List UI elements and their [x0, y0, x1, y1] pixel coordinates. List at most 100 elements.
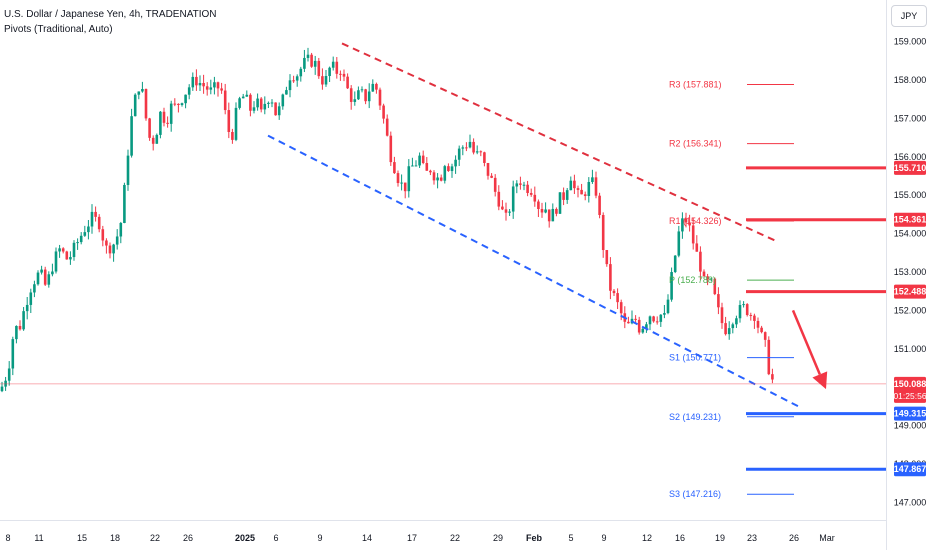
- candle: [198, 75, 202, 92]
- x-tick-label: 11: [34, 533, 43, 543]
- candle: [342, 69, 346, 82]
- candle: [310, 52, 313, 68]
- pivot-label: R2 (156.341): [669, 139, 722, 149]
- candle: [396, 170, 400, 187]
- candle: [148, 117, 151, 141]
- candle: [76, 238, 79, 250]
- candle: [594, 171, 598, 199]
- candle: [425, 157, 429, 171]
- candle: [378, 87, 382, 110]
- candle: [65, 250, 69, 260]
- candle: [375, 82, 378, 94]
- candle: [429, 169, 432, 176]
- candle: [54, 247, 58, 274]
- candle: [418, 152, 421, 168]
- candle: [634, 315, 637, 324]
- candle: [724, 316, 727, 336]
- candle: [601, 212, 605, 258]
- candle: [457, 145, 461, 166]
- candle: [565, 188, 569, 204]
- y-tick-label: 151.000: [894, 344, 927, 354]
- candle: [101, 225, 105, 247]
- candle: [317, 57, 321, 79]
- candle: [51, 263, 54, 277]
- candle: [277, 102, 281, 120]
- y-tick-label: 149.000: [894, 421, 927, 431]
- candle: [105, 238, 108, 254]
- candle: [191, 72, 195, 91]
- candle: [569, 176, 573, 191]
- candle: [598, 192, 601, 219]
- candle: [252, 101, 256, 114]
- candle: [555, 207, 558, 217]
- candle: [439, 174, 443, 182]
- candle: [450, 163, 454, 178]
- candle: [79, 232, 83, 245]
- candle: [123, 182, 126, 224]
- pivot-label: S1 (150.771): [669, 353, 721, 363]
- candle: [465, 142, 468, 152]
- candle: [720, 302, 724, 329]
- candle: [29, 288, 33, 314]
- pivot-level: R2 (156.341): [669, 139, 794, 149]
- candle: [130, 108, 133, 158]
- candle: [475, 145, 479, 155]
- candle: [256, 93, 259, 111]
- candle: [112, 243, 115, 262]
- candle: [483, 151, 486, 167]
- pivot-label: R1 (154.326): [669, 216, 722, 226]
- price-badges-layer: 155.710 154.361 152.488 149.315 147.867 150.0…: [893, 160, 927, 477]
- candle: [389, 131, 393, 166]
- candle: [558, 192, 562, 214]
- candle: [216, 81, 220, 97]
- y-tick-label: 158.000: [894, 75, 927, 85]
- y-tick-label: 147.000: [894, 498, 927, 508]
- candle: [641, 327, 645, 334]
- y-tick-label: 154.000: [894, 229, 927, 239]
- last-price-label: 150.088: [894, 379, 927, 389]
- time-axis[interactable]: 8 11 15 18 22 26 2025 6 9 14 17 22 29 Feb 5 9 12 16 19 23 26…: [0, 520, 886, 544]
- candle: [259, 97, 263, 113]
- candle: [544, 202, 547, 214]
- candle: [87, 220, 90, 240]
- candle: [767, 336, 771, 376]
- candle: [609, 257, 612, 300]
- x-tick-label: 22: [450, 533, 460, 543]
- candle: [133, 93, 137, 117]
- candle: [738, 300, 742, 323]
- candle: [177, 103, 180, 113]
- currency-button[interactable]: JPY: [891, 5, 927, 27]
- candle: [346, 73, 349, 90]
- pivot-level: S1 (150.771): [669, 353, 794, 363]
- candle: [36, 270, 40, 286]
- candle: [281, 93, 285, 110]
- candle: [461, 145, 465, 156]
- candle: [709, 277, 713, 282]
- candle: [652, 315, 655, 323]
- candle: [249, 93, 252, 117]
- candle: [263, 96, 267, 115]
- candle: [713, 277, 717, 296]
- x-tick-label: 5: [568, 533, 573, 543]
- x-tick-label: Feb: [526, 533, 543, 543]
- level-badge: 147.867: [894, 462, 926, 477]
- candle: [90, 204, 94, 234]
- candle: [40, 265, 43, 275]
- candle: [681, 212, 684, 239]
- candle: [313, 55, 317, 75]
- pivot-label: P (152.788): [669, 275, 716, 285]
- candle: [324, 70, 328, 87]
- candle: [306, 47, 310, 62]
- candle: [670, 267, 673, 302]
- candle: [0, 381, 4, 393]
- candle: [288, 74, 292, 98]
- candle: [612, 289, 616, 297]
- candle: [371, 79, 375, 92]
- candle: [400, 174, 403, 191]
- candle: [479, 150, 483, 157]
- candle: [688, 214, 691, 232]
- candle: [699, 246, 702, 280]
- candle: [184, 94, 187, 109]
